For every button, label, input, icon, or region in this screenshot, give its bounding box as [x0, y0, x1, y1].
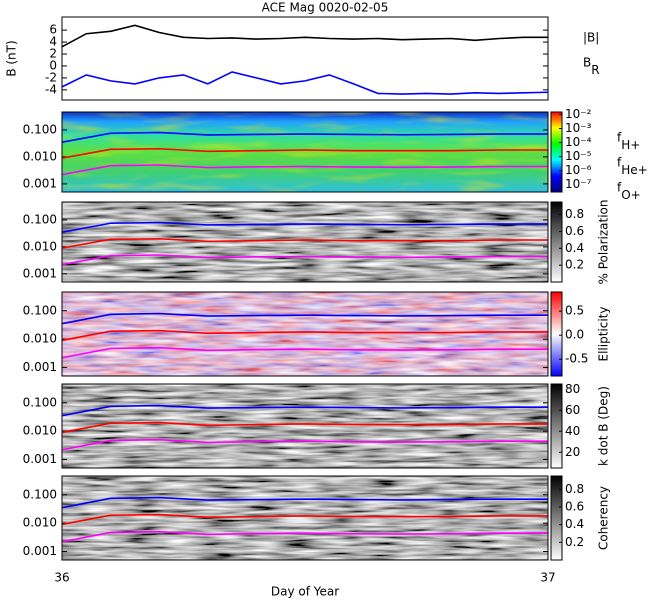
colorbar-tick-label: 80 [565, 382, 580, 396]
colorbar-tick-label: 0.4 [565, 517, 584, 531]
colorbar-tick-label: 10⁻⁵ [565, 149, 592, 163]
y-tick-label: 0.010 [23, 149, 57, 163]
legend-label: fO+ [617, 181, 641, 202]
spectrogram-texture [62, 292, 548, 376]
y-tick-label: 0.001 [23, 176, 57, 190]
y-tick-label: 0.001 [23, 544, 57, 558]
colorbar-tick-label: 0.8 [565, 207, 584, 221]
plot-frame [61, 291, 549, 377]
colorbar [550, 291, 563, 377]
spectrogram-background [62, 202, 548, 282]
data-line [61, 530, 548, 543]
colorbar-tick-label: 20 [565, 445, 580, 459]
colorbar-tick-label: 10⁻⁴ [565, 135, 592, 149]
plot-frame [61, 383, 549, 469]
x-tick-label: 37 [540, 571, 555, 585]
legend-label: |B| [583, 31, 599, 45]
y-tick-label: 0.100 [23, 487, 57, 501]
data-line [61, 346, 548, 359]
data-line [61, 221, 548, 233]
legend-label: fHe+ [617, 156, 648, 177]
data-line [61, 421, 548, 434]
data-line [61, 312, 548, 325]
y-tick-label: 0.010 [23, 516, 57, 530]
data-line [61, 131, 548, 143]
x-axis-label: Day of Year [271, 585, 339, 599]
y-tick-label: 6 [49, 23, 57, 37]
colorbar-tick-label: 0.0 [565, 328, 584, 342]
plot-frame [61, 111, 549, 193]
plot-frame [61, 16, 549, 101]
colorbar-tick-label: 0.4 [565, 241, 584, 255]
colorbar-tick-label: -0.5 [565, 352, 588, 366]
y-tick-label: 0.100 [23, 212, 57, 226]
colorbar [550, 475, 563, 561]
data-line [61, 147, 548, 159]
data-line [61, 164, 548, 176]
y-tick-label: 4 [49, 35, 57, 49]
colorbar-label: Ellipticity [597, 307, 611, 362]
data-line [61, 513, 548, 526]
y-tick-label: 0.001 [23, 360, 57, 374]
y-tick-label: 0.010 [23, 424, 57, 438]
y-tick-label: 0.100 [23, 303, 57, 317]
plot-frame [61, 475, 549, 561]
colorbar-tick-label: 40 [565, 424, 580, 438]
legend-label: fH+ [617, 131, 640, 152]
spectrogram-texture [62, 112, 548, 192]
colorbar-tick-label: 0.2 [565, 258, 584, 272]
legend-label: BR [583, 56, 600, 77]
colorbar-label: % Polarization [597, 200, 611, 285]
data-line [61, 237, 548, 249]
colorbar-tick-label: 0.5 [565, 304, 584, 318]
colorbar-tick-label: 60 [565, 403, 580, 417]
y-tick-label: 0.010 [23, 239, 57, 253]
y-tick-label: 0.010 [23, 332, 57, 346]
plot-frame [61, 201, 549, 283]
spectrogram-background [62, 384, 548, 468]
colorbar-label: k dot B (Deg) [597, 386, 611, 466]
data-line [61, 71, 549, 95]
data-line [61, 496, 548, 509]
colorbar-tick-label: 0.6 [565, 224, 584, 238]
data-line [61, 254, 548, 266]
y-tick-label: 2 [49, 47, 57, 61]
colorbar-tick-label: 10⁻⁷ [565, 177, 592, 191]
data-line [61, 438, 548, 451]
y-tick-label: 0.100 [23, 122, 57, 136]
y-tick-label: 0.001 [23, 266, 57, 280]
colorbar [550, 111, 563, 193]
y-tick-label: 0.001 [23, 452, 57, 466]
colorbar-tick-label: 0.8 [565, 482, 584, 496]
y-tick-label: 0.100 [23, 395, 57, 409]
y-tick-label: -4 [45, 82, 57, 96]
data-line [61, 404, 548, 417]
colorbar [550, 201, 563, 283]
chart-title: ACE Mag 0020-02-05 [262, 1, 389, 15]
colorbar-tick-label: 10⁻⁶ [565, 163, 592, 177]
y-axis-label: B (nT) [5, 40, 19, 76]
colorbar [550, 383, 563, 469]
y-tick-label: 0 [49, 58, 57, 72]
data-line [61, 24, 548, 48]
y-tick-label: -2 [45, 70, 57, 84]
colorbar-label: Coherency [597, 486, 611, 550]
data-line [61, 329, 548, 342]
colorbar-tick-label: 10⁻² [565, 107, 592, 121]
colorbar-tick-label: 10⁻³ [565, 121, 592, 135]
colorbar-tick-label: 0.2 [565, 535, 584, 549]
colorbar-tick-label: 0.6 [565, 499, 584, 513]
spectrogram-background [62, 476, 548, 560]
x-tick-label: 36 [54, 571, 69, 585]
